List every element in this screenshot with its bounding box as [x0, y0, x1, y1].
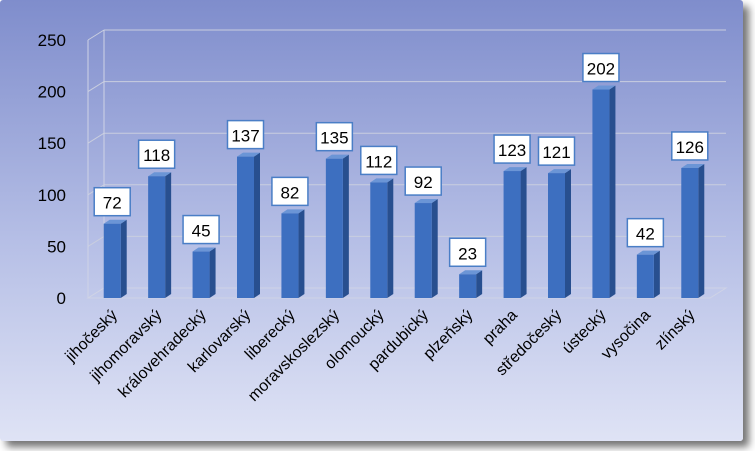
data-label-box [626, 217, 665, 248]
bar-top [459, 270, 483, 275]
gridline-side [87, 29, 105, 41]
data-label-box [448, 237, 487, 268]
bar [103, 223, 121, 298]
bar-side [120, 219, 127, 298]
bar [237, 156, 254, 298]
gridline-side [87, 235, 105, 247]
bar [459, 274, 477, 298]
data-label-box [360, 145, 398, 176]
data-label: 123 [498, 141, 526, 160]
gridline-side [87, 132, 105, 144]
data-label: 121 [542, 143, 570, 162]
bar [592, 89, 610, 298]
bar [414, 203, 432, 298]
bar [192, 251, 210, 298]
bar-side [431, 199, 438, 298]
bar-side [520, 167, 527, 298]
bar [325, 158, 343, 298]
data-label-box [226, 119, 265, 150]
y-tick-label: 200 [38, 83, 66, 102]
bar-side [209, 247, 216, 298]
data-label-box [404, 166, 442, 196]
bar-top [103, 219, 127, 224]
data-label-box [271, 176, 309, 207]
y-tick-label: 50 [47, 237, 66, 256]
bar-top [414, 199, 438, 204]
bar-top [681, 163, 705, 168]
data-label: 23 [458, 244, 477, 263]
data-label: 112 [365, 152, 392, 171]
data-label: 135 [320, 129, 348, 148]
data-label: 92 [414, 173, 433, 192]
bar-side [698, 163, 705, 298]
data-label: 126 [676, 138, 704, 157]
data-label-box [582, 52, 620, 83]
data-label: 202 [587, 60, 615, 79]
y-tick-label: 100 [38, 186, 66, 205]
category-label: zlínský [652, 307, 699, 354]
y-tick-label: 150 [38, 134, 66, 153]
bar [148, 176, 166, 298]
data-label: 42 [636, 225, 655, 244]
bar-side [653, 250, 660, 298]
bar-top [636, 250, 660, 255]
bar-top [192, 247, 216, 252]
bar-side [476, 270, 483, 298]
y-tick-label: 250 [38, 31, 66, 50]
data-label: 137 [231, 127, 259, 146]
data-label-box [315, 121, 354, 152]
bar-side [298, 209, 305, 298]
bar-top [281, 209, 305, 214]
bar-side [165, 172, 172, 298]
bar [503, 171, 521, 298]
bar [681, 167, 699, 298]
bar-top [325, 154, 349, 159]
bar-side [609, 85, 616, 298]
data-label-box [493, 134, 531, 164]
floor [86, 287, 728, 299]
data-label-box [137, 139, 176, 169]
bar [370, 182, 388, 298]
bar-side [387, 178, 394, 298]
bar-top [592, 85, 616, 90]
category-label: plzeňský [420, 307, 476, 363]
category-label: vysočina [598, 307, 654, 363]
bar [548, 173, 565, 298]
bar-side [342, 154, 349, 298]
data-label: 45 [192, 222, 211, 241]
bar-top [548, 169, 571, 174]
bar-top [237, 152, 260, 157]
category-label: praha [480, 307, 521, 348]
bar-top [503, 167, 527, 172]
bar-top [370, 178, 394, 183]
y-tick-label: 0 [57, 289, 66, 308]
data-label-box [93, 186, 131, 217]
bar-top [148, 172, 172, 177]
data-label-box [182, 214, 220, 245]
bar [636, 254, 654, 298]
data-label: 82 [280, 183, 299, 202]
bar-side [254, 152, 260, 298]
bar-side [565, 169, 571, 298]
data-label: 118 [143, 146, 170, 165]
gridline-side [87, 81, 105, 93]
data-label-box [671, 131, 709, 161]
bar [281, 213, 299, 298]
data-label-box [537, 136, 576, 166]
data-label: 72 [103, 194, 122, 213]
